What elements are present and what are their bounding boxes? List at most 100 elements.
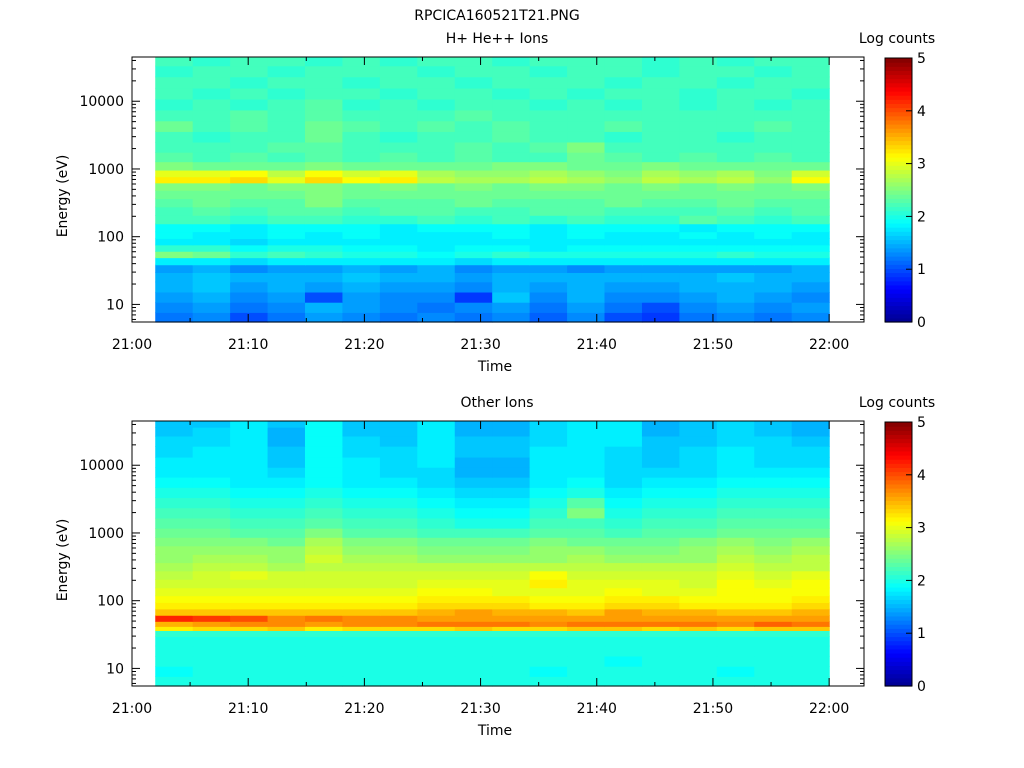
- heatmap-cell: [604, 257, 643, 266]
- heatmap-cell: [454, 579, 493, 589]
- heatmap-cell: [304, 76, 344, 89]
- colorbar-swatch: [885, 78, 912, 84]
- heatmap-cell: [754, 579, 793, 589]
- heatmap-cell: [529, 435, 568, 447]
- heatmap-cell: [791, 456, 830, 468]
- heatmap-cell: [641, 302, 680, 313]
- colorbar-swatch: [885, 624, 912, 629]
- heatmap-cell: [379, 595, 418, 603]
- heatmap-cell: [342, 630, 381, 637]
- heatmap-cell: [155, 264, 194, 273]
- heatmap-cell: [641, 198, 680, 208]
- heatmap-cell: [641, 528, 680, 538]
- heatmap-cell: [342, 435, 381, 447]
- heatmap-cell: [342, 312, 381, 323]
- colorbar-swatch: [885, 554, 912, 559]
- heatmap-cell: [379, 427, 418, 437]
- heatmap-cell: [192, 223, 231, 233]
- heatmap-cell: [192, 264, 231, 273]
- colorbar-swatch: [885, 70, 912, 76]
- heatmap-cell: [492, 161, 531, 171]
- heatmap-cell: [192, 312, 231, 323]
- heatmap-cell: [192, 595, 231, 603]
- heatmap-cell: [155, 291, 194, 303]
- heatmap-cell: [641, 587, 680, 597]
- heatmap-cell: [379, 131, 418, 143]
- heatmap-cell: [641, 477, 680, 488]
- colorbar-tick-label: 3: [917, 521, 926, 537]
- heatmap-cell: [155, 76, 194, 89]
- heatmap-cell: [304, 244, 344, 252]
- heatmap-cell: [379, 264, 418, 273]
- heatmap-cell: [454, 655, 493, 667]
- colorbar-swatch: [885, 317, 912, 323]
- heatmap-cell: [379, 302, 418, 313]
- colorbar-swatch: [885, 169, 912, 175]
- heatmap-cell: [454, 528, 493, 538]
- heatmap-cell: [417, 223, 456, 233]
- heatmap-cell: [192, 215, 231, 225]
- heatmap-cell: [567, 456, 606, 468]
- heatmap-cell: [304, 554, 344, 564]
- heatmap-cell: [791, 645, 830, 657]
- heatmap-cell: [492, 562, 531, 572]
- heatmap-cell: [230, 537, 269, 547]
- x-tick-label: 21:20: [344, 701, 384, 717]
- colorbar-swatch: [885, 86, 912, 92]
- heatmap-cell: [492, 645, 531, 657]
- heatmap-cell: [230, 57, 269, 67]
- colorbar-swatch: [885, 148, 912, 154]
- colorbar-swatch: [885, 628, 912, 633]
- heatmap-cell: [754, 554, 793, 564]
- heatmap-cell: [342, 182, 381, 191]
- heatmap-cell: [641, 109, 680, 122]
- heatmap-cell: [192, 206, 231, 216]
- heatmap-cell: [304, 264, 344, 273]
- x-axis-label: Time: [477, 359, 512, 375]
- colorbar-swatch: [885, 103, 912, 109]
- heatmap-cell: [304, 435, 344, 447]
- heatmap-cell: [155, 630, 194, 637]
- heatmap-cell: [716, 497, 755, 509]
- heatmap-cell: [604, 456, 643, 468]
- heatmap-cell: [230, 251, 269, 259]
- heatmap-cell: [155, 238, 194, 246]
- heatmap-cell: [567, 109, 606, 122]
- heatmap-cell: [754, 109, 793, 122]
- heatmap-cell: [417, 517, 456, 529]
- heatmap-cell: [529, 579, 568, 589]
- heatmap-cell: [155, 487, 194, 499]
- heatmap-cell: [679, 272, 718, 283]
- heatmap-cell: [417, 608, 456, 616]
- heatmap-cell: [791, 595, 830, 603]
- heatmap-cell: [492, 198, 531, 208]
- heatmap-cell: [641, 65, 680, 78]
- heatmap-cell: [567, 176, 606, 184]
- heatmap-cell: [417, 477, 456, 488]
- heatmap-cell: [230, 198, 269, 208]
- heatmap-cell: [379, 562, 418, 572]
- heatmap-cell: [417, 120, 456, 132]
- colorbar-swatch: [885, 434, 912, 440]
- heatmap-cell: [679, 176, 718, 184]
- heatmap-cell: [641, 487, 680, 499]
- x-tick-label: 21:40: [577, 701, 617, 717]
- colorbar-swatch: [885, 570, 912, 576]
- heatmap-cell: [417, 281, 456, 293]
- heatmap-cell: [492, 76, 531, 89]
- y-tick-label: 10: [106, 661, 124, 677]
- heatmap-cell: [379, 621, 418, 627]
- heatmap-cell: [192, 152, 231, 163]
- heatmap-cell: [791, 231, 830, 239]
- colorbar-swatch: [885, 280, 912, 286]
- heatmap-cell: [641, 257, 680, 266]
- colorbar-swatch: [885, 492, 912, 497]
- heatmap-cell: [417, 636, 456, 647]
- heatmap-cell: [230, 545, 269, 555]
- heatmap-cell: [267, 587, 306, 597]
- heatmap-cell: [641, 517, 680, 529]
- colorbar-swatch: [885, 677, 912, 683]
- heatmap-cell: [342, 109, 381, 122]
- heatmap-cell: [529, 676, 568, 687]
- heatmap-cell: [192, 281, 231, 293]
